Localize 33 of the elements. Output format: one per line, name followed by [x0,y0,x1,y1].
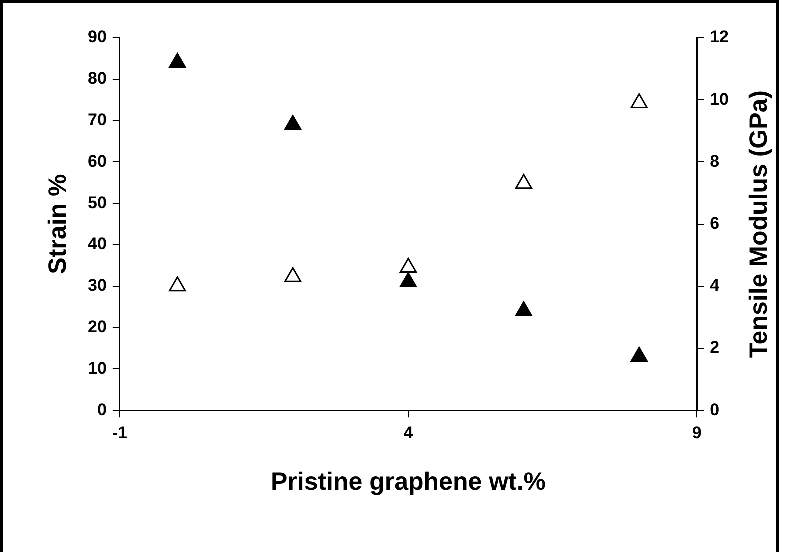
x-tick-label: -1 [112,423,128,442]
y-tick-label: 40 [88,234,107,254]
point [400,272,418,288]
y-tick-label: 10 [88,358,107,378]
point [284,267,302,282]
y2-tick-label: 6 [710,214,720,233]
y2-axis-title: Tensile Modulus (GPa) [744,90,773,358]
y2-tick-label: 10 [710,90,730,109]
y2-tick-label: 12 [710,28,730,47]
y-tick-label: 30 [88,276,107,296]
y2-tick-label: 4 [710,276,720,296]
x-axis-title: Pristine graphene wt.% [270,468,546,496]
y-tick-label: 0 [97,400,107,420]
x-tick-label: 4 [404,423,414,442]
y-tick-label: 60 [88,152,107,171]
y-tick-label: 70 [88,110,107,130]
y2-tick-label: 2 [710,338,720,358]
point [284,115,302,130]
point [515,174,532,190]
point [630,347,648,362]
point [169,276,186,292]
y2-tick-label: 8 [710,152,720,171]
point [515,301,532,316]
point [630,93,648,108]
point [169,53,186,68]
y-tick-label: 80 [88,69,107,88]
point [400,258,418,274]
x-tick-label: 9 [692,423,702,442]
y-tick-label: 90 [88,28,107,47]
y-tick-label: 50 [88,193,107,212]
y-axis-title: Strain % [44,174,72,274]
y-tick-label: 20 [88,317,107,336]
y2-tick-label: 0 [710,400,720,420]
